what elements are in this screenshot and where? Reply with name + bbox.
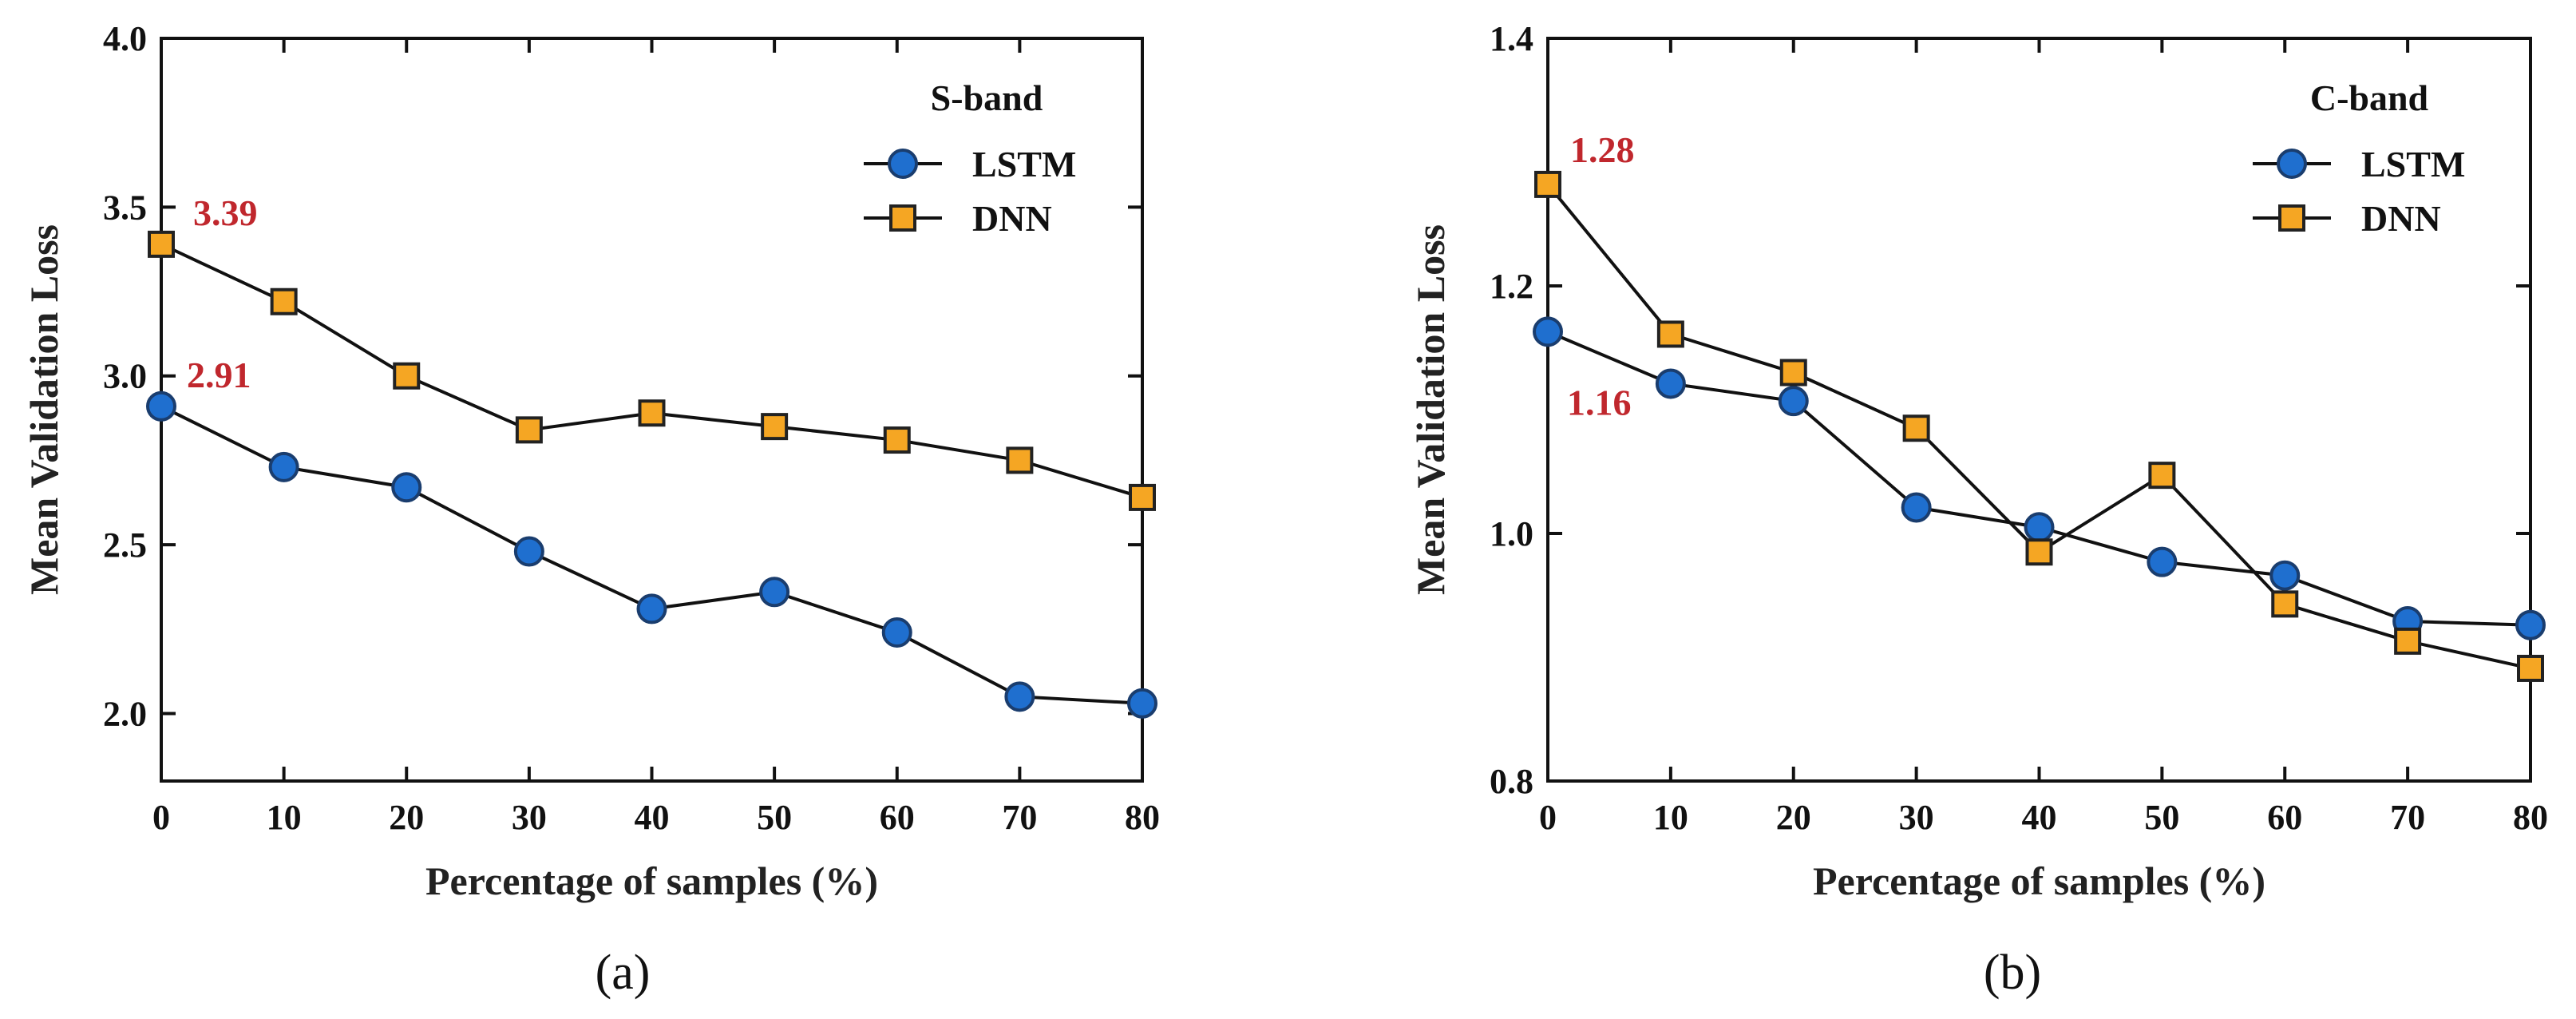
legend-title: S-band [931, 77, 1043, 118]
data-point-dnn [2025, 538, 2053, 566]
series-dnn [148, 230, 1156, 511]
x-tick-label: 40 [2022, 798, 2057, 837]
data-point-lstm [1778, 386, 1809, 417]
legend: C-band LSTM DNN [2253, 77, 2465, 239]
x-tick-label: 40 [635, 798, 670, 837]
y-tick-label: 4.0 [103, 19, 147, 58]
data-point-lstm [1655, 368, 1686, 399]
x-tick-label: 20 [389, 798, 424, 837]
panel-caption: (b) [1984, 946, 2041, 1000]
data-point-dnn [393, 362, 421, 390]
data-point-lstm [513, 536, 544, 567]
series-lstm [146, 391, 1157, 719]
data-point-lstm [1004, 681, 1035, 712]
value-annotation: 2.91 [187, 355, 251, 395]
data-point-lstm [1127, 688, 1157, 719]
x-tick-label: 80 [2513, 798, 2548, 837]
value-annotation: 3.39 [193, 192, 258, 233]
data-point-dnn [638, 399, 666, 427]
data-point-dnn [2271, 590, 2299, 618]
legend-label-lstm: LSTM [972, 144, 1076, 184]
legend-title: C-band [2310, 77, 2429, 118]
data-point-dnn [2517, 654, 2544, 682]
panel-b: 0.8 1.0 1.2 1.4 0 10 20 30 40 50 60 70 80 Percentage … [1408, 19, 2548, 1000]
y-tick-label: 1.2 [1490, 267, 1533, 306]
x-tick-label: 0 [1539, 798, 1557, 837]
y-tick-label: 0.8 [1490, 762, 1533, 801]
value-annotation: 1.28 [1570, 129, 1635, 170]
x-tick-label: 0 [152, 798, 170, 837]
data-point-lstm [2269, 560, 2301, 591]
panel-a: 2.0 2.5 3.0 3.5 4.0 0 10 20 30 40 50 60 70 80 Percenta… [22, 19, 1160, 1000]
series-lstm [1533, 316, 2546, 640]
data-point-lstm [1533, 316, 1563, 347]
data-point-dnn [883, 426, 911, 454]
data-point-dnn [2394, 627, 2422, 655]
value-annotation: 1.16 [1567, 382, 1632, 422]
data-point-dnn [515, 416, 543, 444]
data-point-dnn [270, 287, 298, 315]
x-tick-label: 50 [2144, 798, 2179, 837]
panels: 2.0 2.5 3.0 3.5 4.0 0 10 20 30 40 50 60 70 80 Percenta… [22, 19, 2548, 1000]
data-point-dnn [1902, 414, 1930, 442]
y-axis-title: Mean Validation Loss [22, 224, 66, 595]
x-tick-label: 30 [1899, 798, 1934, 837]
x-tick-label: 50 [757, 798, 792, 837]
data-point-lstm [881, 617, 912, 648]
data-point-lstm [2147, 546, 2178, 577]
data-point-dnn [1129, 483, 1156, 511]
legend-label-lstm: LSTM [2361, 144, 2465, 184]
data-point-lstm [2515, 609, 2546, 640]
legend-label-dnn: DNN [972, 198, 1052, 239]
data-point-lstm [391, 472, 422, 503]
data-point-lstm [2024, 512, 2055, 543]
data-point-dnn [1534, 170, 1561, 198]
data-point-dnn [1006, 446, 1034, 474]
data-point-dnn [1656, 320, 1684, 348]
x-tick-label: 10 [267, 798, 302, 837]
x-tick-label: 80 [1125, 798, 1160, 837]
data-point-dnn [148, 230, 175, 258]
panel-caption: (a) [596, 946, 651, 1000]
legend-marker-lstm [2277, 149, 2307, 179]
y-axis-title: Mean Validation Loss [1408, 224, 1453, 595]
legend-label-dnn: DNN [2361, 198, 2441, 239]
x-tick-label: 20 [1776, 798, 1811, 837]
legend-marker-lstm [888, 149, 918, 179]
legend: S-band LSTM DNN [864, 77, 1076, 239]
series-dnn [1534, 170, 2544, 682]
y-tick-label: 2.5 [103, 525, 147, 565]
data-point-lstm [268, 451, 299, 482]
data-point-lstm [636, 593, 667, 624]
data-point-lstm [759, 577, 790, 608]
y-tick-label: 3.0 [103, 357, 147, 396]
data-point-lstm [1901, 492, 1932, 523]
y-tick-label: 2.0 [103, 694, 147, 733]
x-tick-label: 60 [2267, 798, 2302, 837]
y-tick-label: 1.4 [1490, 19, 1533, 58]
legend-marker-dnn [2278, 204, 2305, 232]
data-point-dnn [761, 413, 789, 441]
y-tick-label: 3.5 [103, 188, 147, 227]
data-point-dnn [1779, 359, 1807, 387]
x-axis-title: Percentage of samples (%) [425, 858, 878, 903]
x-tick-label: 10 [1653, 798, 1688, 837]
data-point-lstm [146, 391, 176, 422]
x-tick-label: 60 [880, 798, 915, 837]
x-tick-label: 70 [2390, 798, 2425, 837]
y-tick-label: 1.0 [1490, 514, 1533, 553]
x-tick-label: 30 [512, 798, 547, 837]
x-axis-title: Percentage of samples (%) [1813, 858, 2265, 903]
legend-marker-dnn [889, 204, 916, 232]
x-tick-label: 70 [1002, 798, 1037, 837]
data-point-dnn [2148, 462, 2176, 490]
